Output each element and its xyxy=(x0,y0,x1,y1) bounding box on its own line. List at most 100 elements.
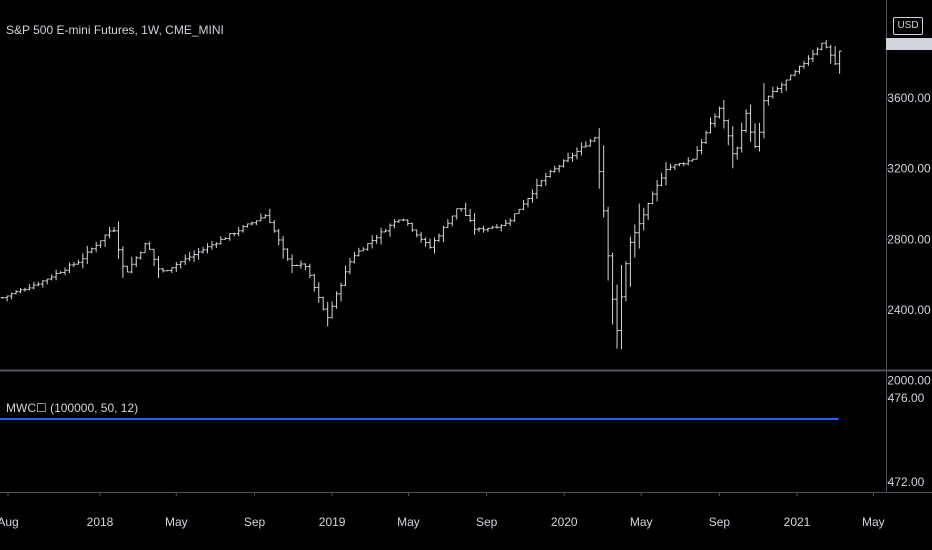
ohlc-bar[interactable] xyxy=(663,162,668,186)
ohlc-bar[interactable] xyxy=(454,208,459,220)
ohlc-bar[interactable] xyxy=(508,218,513,227)
ohlc-bar[interactable] xyxy=(810,49,815,63)
ohlc-bar[interactable] xyxy=(58,271,63,274)
ohlc-bar[interactable] xyxy=(436,233,441,242)
ohlc-bar[interactable] xyxy=(574,147,579,160)
ohlc-bar[interactable] xyxy=(806,55,811,66)
ohlc-bar[interactable] xyxy=(120,246,125,279)
ohlc-bar[interactable] xyxy=(775,86,780,93)
ohlc-bar[interactable] xyxy=(298,260,303,269)
ohlc-bar[interactable] xyxy=(548,169,553,178)
ohlc-bar[interactable] xyxy=(432,237,437,254)
ohlc-bar[interactable] xyxy=(125,265,130,273)
ohlc-bar[interactable] xyxy=(241,225,246,233)
ohlc-bar[interactable] xyxy=(80,253,85,269)
ohlc-bar[interactable] xyxy=(129,256,134,274)
ohlc-bar[interactable] xyxy=(566,152,571,163)
ohlc-bar[interactable] xyxy=(757,122,762,152)
ohlc-bar[interactable] xyxy=(717,106,722,119)
ohlc-bar[interactable] xyxy=(40,280,45,288)
ohlc-bar[interactable] xyxy=(201,246,206,254)
symbol-title[interactable]: S&P 500 E-mini Futures, 1W, CME_MINI xyxy=(6,23,224,37)
ohlc-bar[interactable] xyxy=(307,263,312,279)
ohlc-bar[interactable] xyxy=(770,86,775,99)
ohlc-bar[interactable] xyxy=(138,251,143,260)
ohlc-bar[interactable] xyxy=(254,220,259,225)
ohlc-bar[interactable] xyxy=(819,42,824,51)
ohlc-bar[interactable] xyxy=(321,296,326,311)
ohlc-bar[interactable] xyxy=(339,282,344,302)
ohlc-bar[interactable] xyxy=(423,237,428,247)
ohlc-bar[interactable] xyxy=(27,284,32,291)
ohlc-bar[interactable] xyxy=(619,264,624,350)
ohlc-bar[interactable] xyxy=(0,297,5,299)
ohlc-bar[interactable] xyxy=(779,82,784,94)
ohlc-bar[interactable] xyxy=(499,224,504,232)
ohlc-bar[interactable] xyxy=(681,162,686,167)
ohlc-bar[interactable] xyxy=(485,227,490,232)
ohlc-bar[interactable] xyxy=(739,122,744,153)
ohlc-bar[interactable] xyxy=(258,213,263,222)
ohlc-bar[interactable] xyxy=(761,83,766,139)
ohlc-bar[interactable] xyxy=(174,261,179,272)
ohlc-bar[interactable] xyxy=(214,242,219,249)
ohlc-bar[interactable] xyxy=(94,241,99,253)
ohlc-bar[interactable] xyxy=(655,180,660,202)
ohlc-bar[interactable] xyxy=(330,301,335,319)
ohlc-bar[interactable] xyxy=(223,237,228,240)
ohlc-bar[interactable] xyxy=(285,248,290,261)
ohlc-bar[interactable] xyxy=(459,208,464,212)
ohlc-bar[interactable] xyxy=(788,74,793,81)
ohlc-bar[interactable] xyxy=(36,281,41,287)
ohlc-bar[interactable] xyxy=(370,235,375,249)
ohlc-bar[interactable] xyxy=(67,262,72,274)
ohlc-bar[interactable] xyxy=(784,79,789,92)
ohlc-bar[interactable] xyxy=(512,213,517,222)
ohlc-bar[interactable] xyxy=(152,248,157,267)
ohlc-bar[interactable] xyxy=(552,165,557,173)
ohlc-bar[interactable] xyxy=(695,145,700,160)
ohlc-bar[interactable] xyxy=(503,219,508,227)
ohlc-bar[interactable] xyxy=(690,158,695,162)
ohlc-bar[interactable] xyxy=(18,287,23,294)
ohlc-bar[interactable] xyxy=(623,261,628,302)
ohlc-bar[interactable] xyxy=(111,227,116,233)
price-pane[interactable] xyxy=(0,40,842,350)
ohlc-bar[interactable] xyxy=(828,44,833,64)
ohlc-bar[interactable] xyxy=(445,219,450,228)
ohlc-bar[interactable] xyxy=(107,226,112,239)
ohlc-bar[interactable] xyxy=(463,202,468,217)
ohlc-bar[interactable] xyxy=(414,229,419,238)
ohlc-bar[interactable] xyxy=(392,218,397,229)
ohlc-bar[interactable] xyxy=(187,251,192,262)
ohlc-bar[interactable] xyxy=(14,290,19,295)
ohlc-bar[interactable] xyxy=(196,247,201,260)
ohlc-bar[interactable] xyxy=(539,180,544,187)
ohlc-bar[interactable] xyxy=(704,130,709,145)
ohlc-bar[interactable] xyxy=(5,295,10,302)
ohlc-bar[interactable] xyxy=(677,163,682,167)
ohlc-bar[interactable] xyxy=(31,281,36,290)
ohlc-bar[interactable] xyxy=(699,139,704,155)
ohlc-bar[interactable] xyxy=(628,236,633,287)
ohlc-bar[interactable] xyxy=(45,278,50,285)
ohlc-bar[interactable] xyxy=(592,136,597,142)
ohlc-bar[interactable] xyxy=(637,203,642,249)
ohlc-bar[interactable] xyxy=(815,47,820,56)
currency-button[interactable]: USD xyxy=(893,17,923,35)
ohlc-bar[interactable] xyxy=(477,227,482,232)
ohlc-bar[interactable] xyxy=(22,287,27,292)
ohlc-bar[interactable] xyxy=(766,95,771,106)
ohlc-bar[interactable] xyxy=(753,123,758,149)
ohlc-bar[interactable] xyxy=(263,214,268,219)
ohlc-bar[interactable] xyxy=(521,200,526,211)
ohlc-bar[interactable] xyxy=(290,254,295,274)
ohlc-bar[interactable] xyxy=(597,128,602,189)
ohlc-bar[interactable] xyxy=(481,225,486,233)
ohlc-bar[interactable] xyxy=(356,247,361,257)
ohlc-bar[interactable] xyxy=(726,119,731,146)
ohlc-bar[interactable] xyxy=(396,219,401,223)
ohlc-bar[interactable] xyxy=(668,163,673,171)
ohlc-bar[interactable] xyxy=(76,259,81,265)
